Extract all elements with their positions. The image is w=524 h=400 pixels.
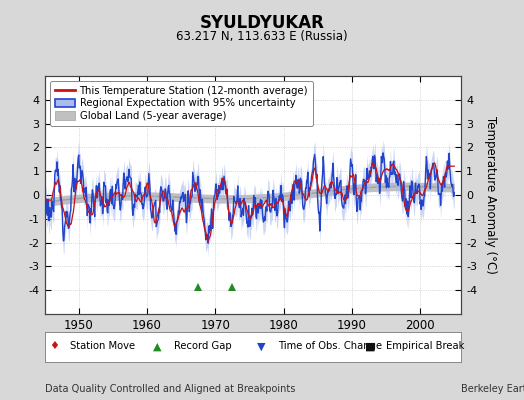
- Text: Time of Obs. Change: Time of Obs. Change: [278, 341, 382, 351]
- Text: Station Move: Station Move: [70, 341, 135, 351]
- Legend: This Temperature Station (12-month average), Regional Expectation with 95% uncer: This Temperature Station (12-month avera…: [50, 81, 313, 126]
- Text: ■: ■: [365, 341, 376, 351]
- Text: Record Gap: Record Gap: [173, 341, 231, 351]
- Text: Berkeley Earth: Berkeley Earth: [461, 384, 524, 394]
- Text: ▲: ▲: [153, 341, 161, 351]
- Text: Data Quality Controlled and Aligned at Breakpoints: Data Quality Controlled and Aligned at B…: [45, 384, 295, 394]
- Text: Empirical Break: Empirical Break: [386, 341, 464, 351]
- Text: ▼: ▼: [257, 341, 266, 351]
- Text: SYULDYUKAR: SYULDYUKAR: [200, 14, 324, 32]
- Text: 63.217 N, 113.633 E (Russia): 63.217 N, 113.633 E (Russia): [176, 30, 348, 43]
- Text: ♦: ♦: [49, 341, 59, 351]
- Y-axis label: Temperature Anomaly (°C): Temperature Anomaly (°C): [484, 116, 497, 274]
